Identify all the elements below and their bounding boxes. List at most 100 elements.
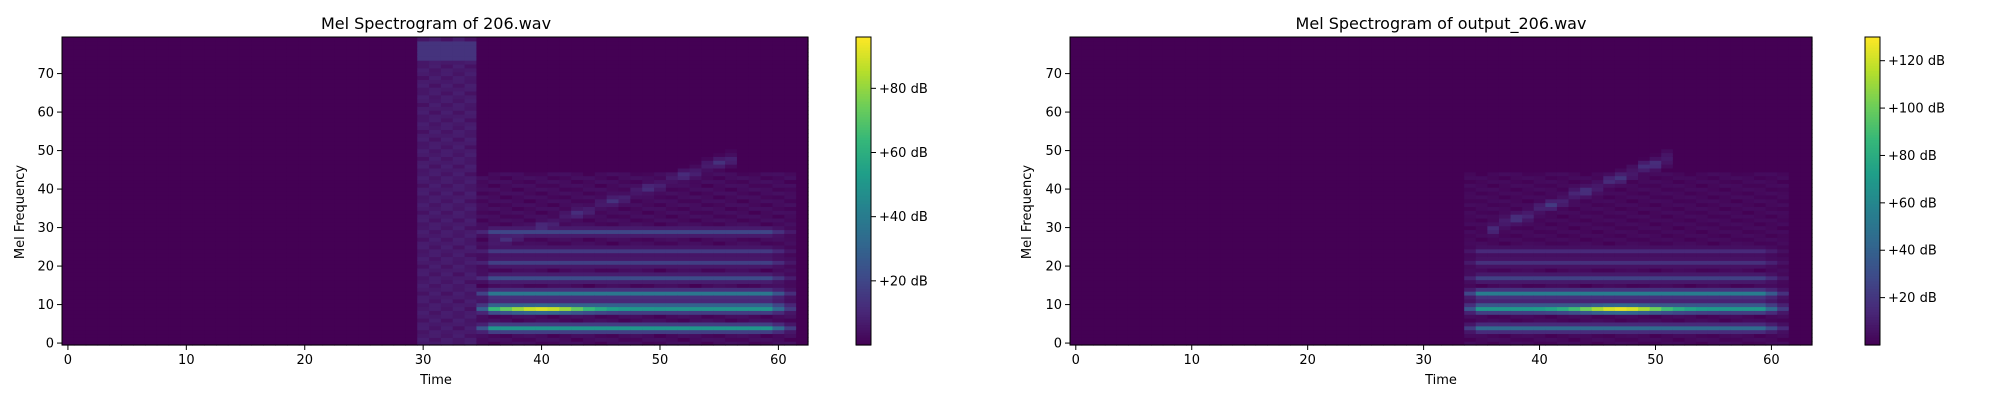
heatmap-cell	[760, 217, 774, 223]
heatmap-cell	[630, 167, 643, 173]
heatmap-cell	[523, 167, 537, 173]
heatmap-cell	[298, 221, 312, 227]
heatmap-cell	[156, 214, 170, 219]
heatmap-cell	[701, 279, 714, 284]
heatmap-cell	[784, 125, 797, 130]
heatmap-cell	[701, 221, 714, 227]
heatmap-cell	[523, 175, 537, 181]
heatmap-cell	[215, 271, 229, 277]
heatmap-cell	[204, 156, 217, 161]
heatmap-cell	[618, 325, 631, 331]
heatmap-cell	[701, 237, 714, 242]
heatmap-cell	[452, 160, 466, 165]
heatmap-cell	[725, 60, 738, 65]
heatmap-cell	[630, 333, 643, 338]
heatmap-cell	[109, 71, 122, 77]
heatmap-cell	[381, 260, 395, 265]
heatmap-cell	[760, 325, 774, 331]
heatmap-cell	[156, 67, 170, 73]
heatmap-cell	[215, 164, 229, 169]
heatmap-cell	[523, 148, 537, 154]
heatmap-cell	[156, 241, 170, 246]
heatmap-cell	[358, 148, 371, 154]
heatmap-cell	[642, 56, 655, 61]
heatmap-cell	[606, 191, 620, 196]
heatmap-cell	[227, 210, 241, 215]
heatmap-cell	[239, 191, 253, 196]
heatmap-cell	[535, 160, 549, 165]
heatmap-cell	[275, 152, 288, 157]
heatmap-cell	[677, 321, 691, 327]
heatmap-cell	[583, 244, 596, 250]
heatmap-cell	[618, 194, 631, 200]
heatmap-cell	[298, 298, 312, 304]
heatmap-cell	[192, 325, 205, 331]
heatmap-cell	[192, 125, 205, 130]
heatmap-cell	[583, 129, 596, 134]
heatmap-cell	[204, 63, 217, 69]
heatmap-cell	[654, 341, 667, 346]
heatmap-cell	[227, 221, 241, 227]
heatmap-cell	[121, 268, 134, 273]
heatmap-cell	[642, 37, 655, 42]
heatmap-cell	[571, 133, 584, 138]
heatmap-cell	[725, 333, 738, 338]
heatmap-cell	[452, 129, 466, 134]
heatmap-cell	[772, 83, 785, 88]
heatmap-cell	[630, 287, 643, 292]
heatmap-cell	[109, 287, 122, 292]
heatmap-cell	[583, 71, 596, 77]
heatmap-cell	[358, 164, 371, 169]
heatmap-cell	[677, 183, 691, 188]
heatmap-cell	[476, 194, 489, 200]
heatmap-cell	[606, 56, 620, 61]
heatmap-cell	[275, 140, 288, 146]
heatmap-cell	[417, 156, 430, 161]
heatmap-cell	[760, 275, 774, 281]
heatmap-cell	[665, 225, 679, 231]
heatmap-cell	[109, 56, 122, 61]
heatmap-cell	[393, 44, 406, 50]
heatmap-cell	[358, 321, 371, 327]
heatmap-cell	[713, 287, 726, 292]
heatmap-cell	[677, 294, 691, 300]
heatmap-cell	[227, 133, 241, 138]
heatmap-cell	[251, 310, 264, 315]
heatmap-cell	[346, 114, 359, 119]
heatmap-cell	[523, 110, 537, 115]
heatmap-cell	[535, 121, 549, 127]
heatmap-cell	[736, 221, 750, 227]
heatmap-cell	[204, 110, 217, 115]
heatmap-cell	[109, 98, 122, 104]
heatmap-cell	[725, 71, 738, 77]
heatmap-cell	[618, 302, 631, 308]
heatmap-cell	[275, 160, 288, 165]
heatmap-cell	[275, 83, 288, 88]
heatmap-cell	[618, 137, 631, 142]
heatmap-cell	[215, 48, 229, 53]
heatmap-cell	[440, 79, 454, 84]
heatmap-cell	[239, 137, 253, 142]
heatmap-cell	[748, 287, 762, 292]
heatmap-cell	[334, 67, 347, 73]
heatmap-cell	[701, 329, 714, 335]
heatmap-cell	[642, 140, 655, 146]
heatmap-cell	[594, 106, 608, 111]
heatmap-cell	[192, 291, 205, 296]
heatmap-cell	[713, 121, 726, 127]
heatmap-cell	[180, 121, 193, 127]
heatmap-cell	[405, 133, 418, 138]
heatmap-cell	[298, 156, 312, 161]
heatmap-cell	[736, 318, 750, 323]
heatmap-cell	[144, 318, 158, 323]
heatmap-cell	[85, 333, 99, 338]
heatmap-cell	[263, 140, 276, 146]
heatmap-cell	[784, 44, 797, 50]
heatmap-cell	[417, 198, 430, 204]
heatmap-cell	[393, 137, 406, 142]
heatmap-cell	[227, 329, 241, 335]
heatmap-cell	[583, 40, 596, 46]
heatmap-cell	[772, 148, 785, 154]
heatmap-cell	[772, 283, 785, 288]
heatmap-cell	[144, 279, 158, 284]
